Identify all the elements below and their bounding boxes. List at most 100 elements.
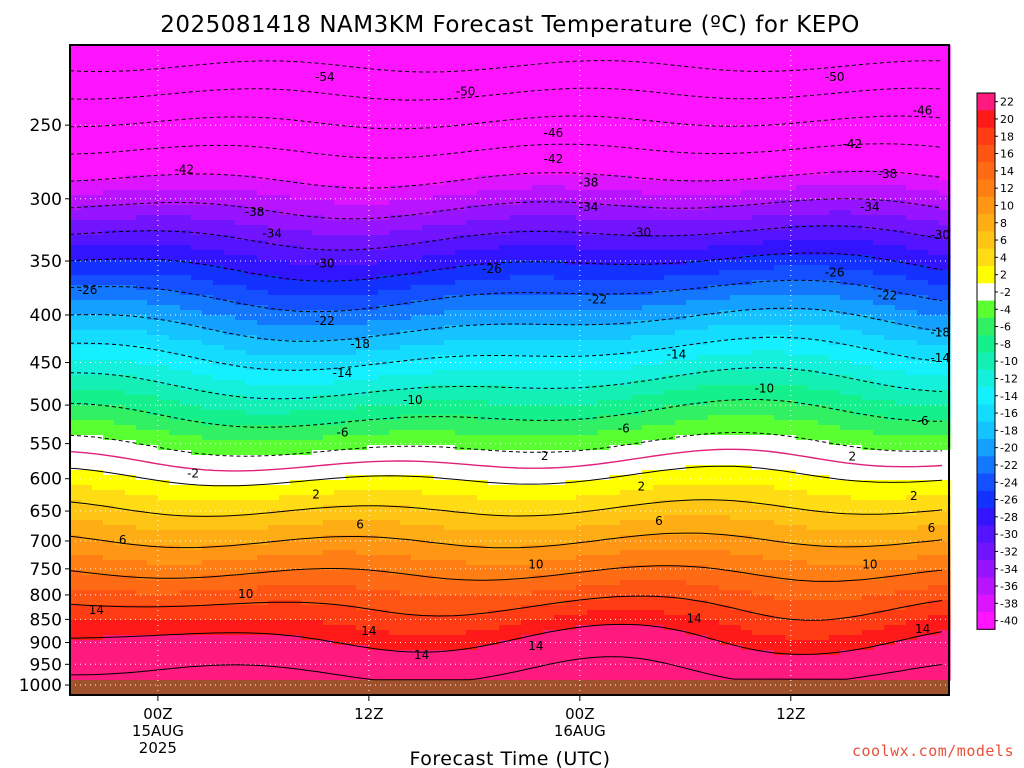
field-cell [158,480,170,486]
field-cell [466,505,478,511]
field-cell [345,220,357,226]
field-cell [81,590,93,596]
field-cell [125,305,137,311]
field-cell [411,205,423,211]
field-cell [92,255,104,261]
field-cell [158,150,170,156]
field-cell [422,555,434,561]
field-cell [312,215,324,221]
field-cell [114,280,126,286]
field-cell [224,140,236,146]
field-cell [213,480,225,486]
field-cell [466,265,478,271]
field-cell [257,175,269,181]
field-cell [345,300,357,306]
field-cell [444,520,456,526]
field-cell [411,410,423,416]
field-cell [356,130,368,136]
field-cell [136,610,148,616]
field-cell [114,640,126,646]
field-cell [477,70,489,76]
field-cell [466,350,478,356]
field-cell [301,235,313,241]
field-cell [180,520,192,526]
field-cell [268,45,280,51]
field-cell [466,615,478,621]
field-cell [367,515,379,521]
field-cell [301,380,313,386]
field-cell [455,545,467,551]
field-cell [103,510,115,516]
field-cell [400,445,412,451]
field-cell [345,495,357,501]
field-cell [125,310,137,316]
field-cell [125,300,137,306]
field-cell [125,510,137,516]
field-cell [235,375,247,381]
field-cell [180,370,192,376]
field-cell [158,365,170,371]
field-cell [191,665,203,671]
field-cell [180,125,192,131]
field-cell [180,70,192,76]
field-cell [92,430,104,436]
field-cell [356,60,368,66]
field-cell [466,650,478,656]
field-cell [367,435,379,441]
field-cell [455,185,467,191]
field-cell [136,520,148,526]
field-cell [136,75,148,81]
field-cell [81,645,93,651]
field-cell [367,120,379,126]
field-cell [411,490,423,496]
field-cell [433,215,445,221]
field-cell [400,125,412,131]
field-cell [466,300,478,306]
field-cell [268,140,280,146]
field-cell [136,565,148,571]
field-cell [477,190,489,196]
field-cell [301,545,313,551]
field-cell [180,90,192,96]
field-cell [279,245,291,251]
field-cell [103,110,115,116]
field-cell [202,470,214,476]
field-cell [323,290,335,296]
field-cell [356,265,368,271]
field-cell [499,115,511,121]
field-cell [191,235,203,241]
field-cell [433,205,445,211]
field-cell [334,500,346,506]
field-cell [444,420,456,426]
field-cell [81,630,93,636]
field-cell [158,570,170,576]
field-cell [92,500,104,506]
field-cell [70,105,82,111]
field-cell [411,235,423,241]
field-cell [389,105,401,111]
field-cell [466,130,478,136]
field-cell [466,285,478,291]
field-cell [323,295,335,301]
field-cell [323,630,335,636]
field-cell [356,580,368,586]
field-cell [180,315,192,321]
field-cell [301,560,313,566]
field-cell [70,460,82,466]
field-cell [290,105,302,111]
field-cell [312,255,324,261]
field-cell [466,90,478,96]
field-cell [455,630,467,636]
field-cell [114,250,126,256]
field-cell [114,125,126,131]
field-cell [444,365,456,371]
field-cell [147,585,159,591]
field-cell [202,220,214,226]
field-cell [70,330,82,336]
field-cell [125,350,137,356]
field-cell [114,605,126,611]
field-cell [70,195,82,201]
field-cell [389,160,401,166]
field-cell [202,530,214,536]
field-cell [136,330,148,336]
